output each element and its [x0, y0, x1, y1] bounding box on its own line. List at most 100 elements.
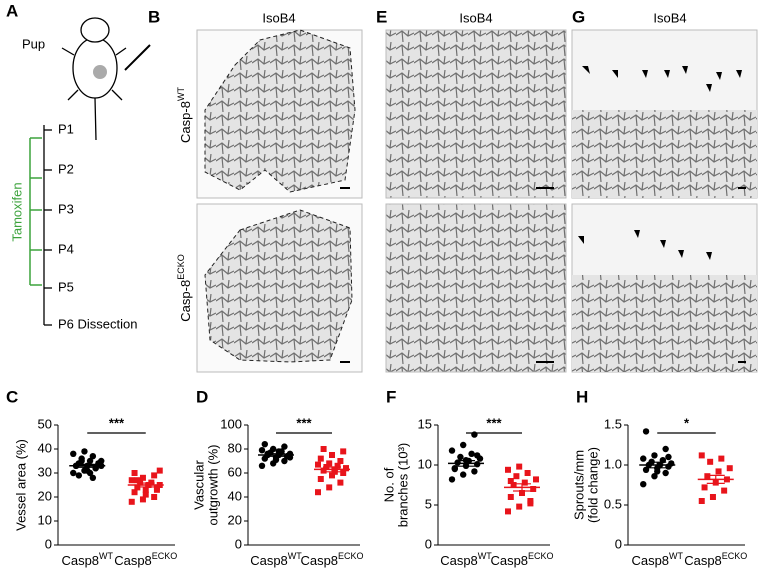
category-sup: ECKO [528, 551, 554, 561]
data-point [519, 490, 525, 496]
data-point [340, 448, 347, 455]
data-point [471, 468, 478, 475]
vessel-image [385, 29, 567, 199]
data-point [654, 468, 661, 475]
category-sup: ECKO [338, 551, 364, 561]
pup-label: Pup [22, 36, 45, 51]
data-point [142, 491, 149, 498]
tamoxifen-bracket [29, 137, 42, 286]
x-tick-label: Casp8WT [250, 551, 302, 568]
data-point [460, 471, 467, 478]
y-tick-label: 60 [228, 464, 242, 479]
data-point [721, 487, 728, 494]
category-base: Casp8 [300, 553, 338, 568]
data-point [337, 479, 344, 486]
category-base: Casp8 [684, 553, 722, 568]
data-point [662, 469, 669, 477]
genotype-base: Casp-8 [178, 280, 193, 322]
data-point [468, 450, 475, 457]
data-point [451, 465, 458, 473]
stain-label: IsoB4 [653, 10, 686, 25]
retina-outline [204, 29, 356, 193]
data-point [89, 474, 97, 481]
data-point [128, 477, 135, 484]
y-tick-label: 50 [38, 416, 52, 431]
category-sup: WT [288, 551, 302, 561]
genotype-label: Casp-8ECKO [176, 254, 193, 321]
panel-letter: D [196, 387, 208, 406]
data-point [334, 462, 341, 469]
data-point [709, 494, 716, 500]
data-point [718, 455, 725, 462]
data-point [337, 458, 344, 464]
y-tick-label: 10 [418, 456, 432, 471]
y-tick-label: 40 [228, 488, 242, 503]
genotype-sup: WT [176, 87, 186, 101]
x-tick-label: Casp8ECKO [114, 551, 177, 568]
y-tick-label: 0 [425, 536, 432, 551]
timeline-label: P4 [58, 241, 74, 256]
y-tick-label: 0 [45, 536, 52, 551]
genotype-label: Casp-8WT [176, 87, 193, 143]
data-point [326, 460, 333, 467]
y-tick-label: 0 [615, 536, 622, 551]
data-point [642, 428, 650, 435]
data-point [151, 494, 158, 500]
data-point [474, 452, 481, 459]
data-point [521, 479, 528, 486]
timeline-label: P5 [58, 279, 74, 294]
data-point [524, 470, 531, 476]
y-tick-label: 20 [38, 488, 52, 503]
timeline-label: P1 [58, 121, 74, 136]
data-point [474, 461, 481, 468]
retina-outline [204, 209, 353, 363]
category-base: Casp8 [61, 553, 99, 568]
data-point [530, 486, 537, 492]
panel-letter: B [148, 7, 160, 26]
data-point [507, 494, 514, 500]
data-point [78, 457, 85, 465]
y-axis-label: Vascular [191, 460, 206, 510]
genotype-sup: ECKO [176, 254, 186, 280]
significance-label: *** [486, 415, 502, 430]
y-tick-label: 100 [220, 416, 242, 431]
treatment-label: Tamoxifen [9, 182, 24, 241]
data-point [343, 465, 349, 472]
vessel-front [572, 275, 757, 372]
significance-label: * [684, 415, 690, 430]
category-base: Casp8 [490, 553, 528, 568]
category-base: Casp8 [114, 553, 152, 568]
data-point [516, 503, 523, 510]
category-sup: WT [669, 551, 683, 561]
data-point [340, 470, 347, 476]
data-point [448, 447, 456, 454]
y-axis-label: branches (10³) [395, 443, 410, 528]
data-point [272, 456, 280, 463]
stain-label: IsoB4 [262, 10, 295, 25]
data-point [457, 453, 464, 461]
category-sup: WT [478, 551, 492, 561]
stain-label: IsoB4 [459, 10, 492, 25]
data-point [281, 457, 288, 465]
data-point [533, 476, 539, 483]
significance-label: *** [109, 415, 125, 430]
data-point [75, 472, 83, 479]
mouse-drawing [61, 17, 151, 141]
x-tick-label: Casp8WT [631, 551, 683, 568]
x-tick-label: Casp8ECKO [300, 551, 363, 568]
data-point [701, 484, 708, 491]
data-point [329, 452, 335, 458]
data-point [70, 469, 77, 477]
data-point [698, 452, 705, 459]
y-tick-label: 1.5 [604, 416, 622, 431]
y-axis-label: No. of [381, 467, 396, 502]
y-tick-label: 40 [38, 440, 52, 455]
data-point [142, 486, 149, 493]
data-point [640, 455, 647, 462]
y-tick-label: 5 [425, 496, 432, 511]
timeline-label: P6 Dissection [58, 316, 137, 331]
category-sup: WT [99, 551, 113, 561]
data-point [726, 465, 733, 472]
data-point [92, 465, 99, 472]
